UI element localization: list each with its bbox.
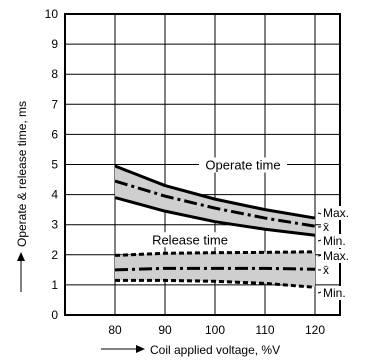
series-lines [114,164,316,289]
operate-max-line [114,164,316,220]
x-axis-title: Coil applied voltage, %V [101,343,280,357]
operate-min-line [114,196,316,237]
release-max-label-bg [321,249,353,263]
x-tick-label: 100 [205,323,225,337]
operate-min-label-bg [321,234,353,248]
y-tick-label: 10 [45,7,59,21]
y-tick-label: 3 [51,218,58,232]
release-min-label: Min. [323,286,346,300]
operate-max-label-bg [321,206,353,220]
release-min-line [115,278,316,289]
release-max-line [114,250,316,257]
y-tick-label: 0 [51,308,58,322]
release-time-label: Release time [152,232,228,247]
release-time-label-bg [142,232,238,248]
y-tick-label: 8 [51,67,58,81]
y-tick-label: 9 [51,37,58,51]
release-mean-label: x̄ [323,263,329,277]
operate-min-label: Min. [323,234,346,248]
release-mean-label-bg [321,263,339,277]
plot-frame [64,13,341,316]
operate-mean-line [114,179,316,228]
y-tick-label: 5 [51,158,58,172]
tick-labels: 0 1 2 3 4 5 6 7 8 9 10 80 90 100 110 120 [45,7,326,337]
x-tick-label: 110 [255,323,274,337]
y-axis-title: Operate & release time, ms [15,101,29,292]
operate-mean-label: x̄ [323,220,329,234]
x-tick-label: 80 [108,323,122,337]
operate-time-label-bg [199,157,287,173]
y-tick-label: 1 [51,278,58,292]
release-max-label: Max. [323,249,349,263]
y-tick-label: 4 [51,188,58,202]
operate-mean-label-bg [321,220,339,234]
release-mean-line [114,266,316,272]
operate-max-label: Max. [323,206,349,220]
operate-time-label: Operate time [205,158,280,173]
y-tick-label: 2 [51,248,58,262]
x-tick-label: 90 [158,323,172,337]
y-tick-label: 7 [51,97,58,111]
x-tick-label: 120 [305,323,325,337]
y-axis-label: Operate & release time, ms [15,101,29,247]
x-axis-label: Coil applied voltage, %V [150,343,280,357]
y-tick-label: 6 [51,127,58,141]
release-min-label-bg [321,286,353,300]
